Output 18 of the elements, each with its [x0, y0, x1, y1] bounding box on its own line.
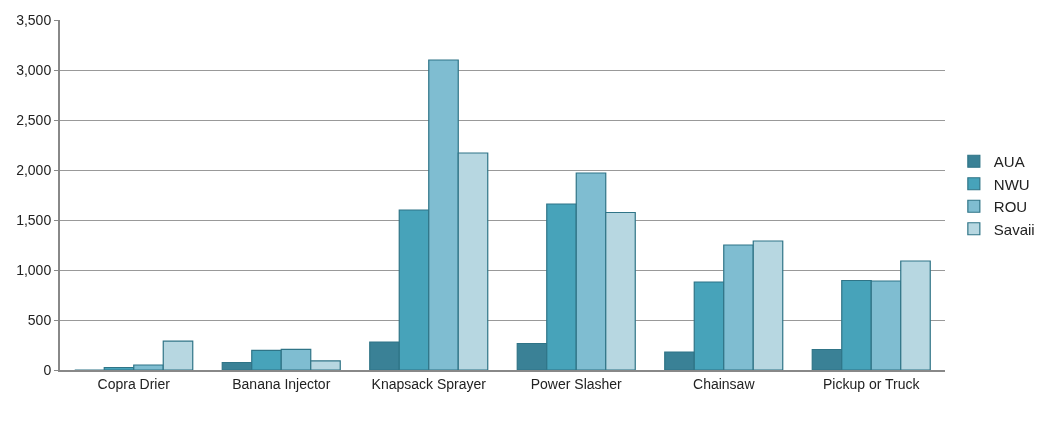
x-tick-label: Copra Drier: [97, 375, 171, 392]
y-tick-label: 3,500: [16, 11, 52, 28]
y-tick-label: 2,500: [16, 111, 52, 128]
y-tick-label: 3,000: [16, 61, 52, 78]
x-tick-label: Knapsack Sprayer: [371, 375, 487, 392]
legend-label: AUA: [993, 153, 1025, 171]
legend-label: NWU: [993, 175, 1030, 193]
legend-label: ROU: [993, 198, 1028, 216]
y-tick-label: 1,500: [16, 211, 52, 228]
x-tick-label: Power Slasher: [530, 375, 623, 392]
y-tick-label: 1,000: [16, 261, 52, 278]
x-tick-label: Banana Injector: [232, 375, 331, 392]
legend-label: Savaii: [993, 220, 1035, 238]
x-tick-label: Chainsaw: [693, 375, 756, 392]
y-tick-label: 2,000: [16, 161, 52, 178]
x-tick-label: Pickup or Truck: [823, 375, 921, 392]
y-tick-label: 0: [43, 361, 52, 378]
y-tick-label: 500: [27, 311, 52, 328]
